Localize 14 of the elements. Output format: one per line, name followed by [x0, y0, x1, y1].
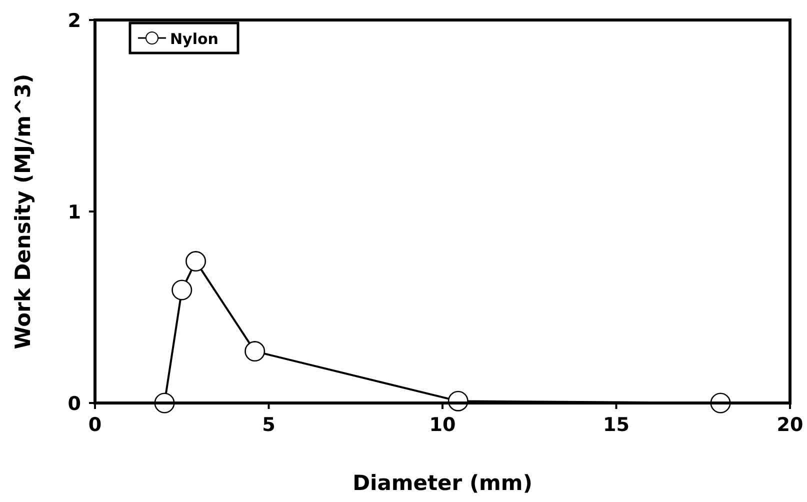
legend-label: Nylon — [170, 30, 218, 48]
y-tick-label: 2 — [68, 10, 81, 32]
x-tick-label: 10 — [429, 414, 456, 436]
y-tick-label: 1 — [68, 202, 81, 224]
point — [244, 341, 266, 362]
y-tick-label: 0 — [68, 393, 81, 415]
x-tick-label: 5 — [262, 414, 276, 436]
point — [172, 280, 192, 300]
x-tick-label: 15 — [603, 414, 630, 436]
x-tick-label: 0 — [88, 414, 102, 436]
y-axis-title: Work Density (MJ/m^3) — [11, 74, 35, 350]
x-tick-label: 20 — [776, 414, 804, 436]
x-axis-title: Diameter (mm) — [352, 471, 532, 495]
point — [186, 251, 206, 272]
